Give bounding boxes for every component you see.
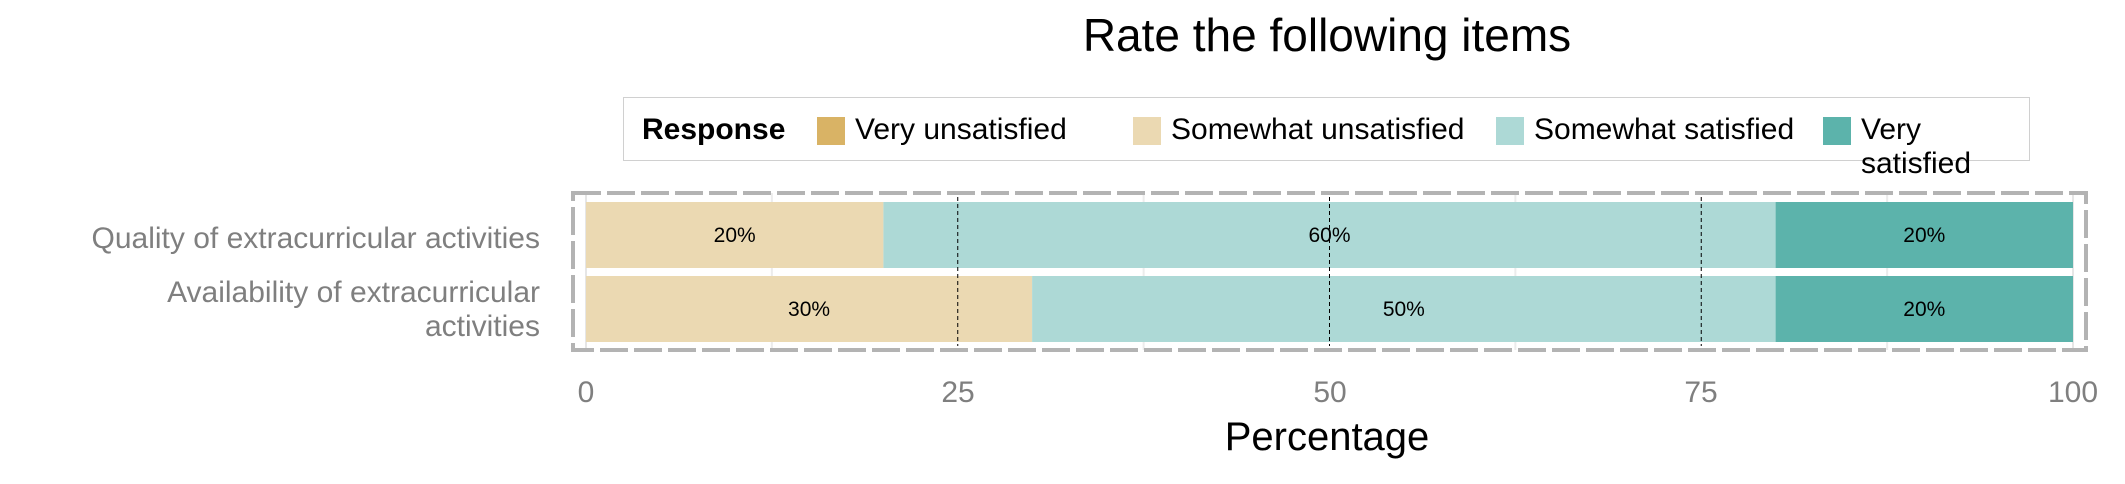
x-axis-title: Percentage	[1224, 415, 1430, 459]
x-tick-label: 100	[2047, 376, 2099, 409]
x-tick-label: 25	[941, 376, 975, 409]
bar-somewhat-satisfied	[1032, 276, 1776, 342]
x-tick-label: 50	[1313, 376, 1347, 409]
legend-label-very-unsatisfied: Very unsatisfied	[855, 113, 1067, 146]
bar-value-label: 20%	[1903, 224, 1945, 247]
legend-swatch-somewhat-satisfied	[1496, 117, 1524, 145]
legend-label-somewhat-unsatisfied: Somewhat unsatisfied	[1171, 113, 1465, 146]
x-tick-label: 0	[577, 376, 595, 409]
legend-label-very-satisfied: Very satisfied	[1861, 113, 1972, 180]
bar-somewhat-unsatisfied	[586, 202, 884, 268]
legend-label-somewhat-satisfied: Somewhat satisfied	[1534, 113, 1795, 146]
bar-value-label: 20%	[1903, 298, 1945, 321]
chart-title: Rate the following items	[1082, 9, 1572, 61]
bar-very-satisfied	[1775, 276, 2073, 342]
bar-value-label: 30%	[788, 298, 830, 321]
legend: Response Very unsatisfied Somewhat unsat…	[623, 97, 2030, 180]
x-tick-label: 75	[1684, 376, 1718, 409]
legend-swatch-somewhat-unsatisfied	[1133, 117, 1161, 145]
category-label-availability: Availability of extracurricular activiti…	[167, 276, 540, 343]
panel-border	[571, 191, 2088, 352]
bar-value-label: 20%	[714, 224, 756, 247]
legend-title: Response	[642, 113, 786, 146]
legend-swatch-very-satisfied	[1823, 117, 1851, 145]
category-label-quality: Quality of extracurricular activities	[91, 222, 540, 255]
bar-very-satisfied	[1775, 202, 2073, 268]
legend-swatch-very-unsatisfied	[817, 117, 845, 145]
bar-value-label: 50%	[1383, 298, 1425, 321]
